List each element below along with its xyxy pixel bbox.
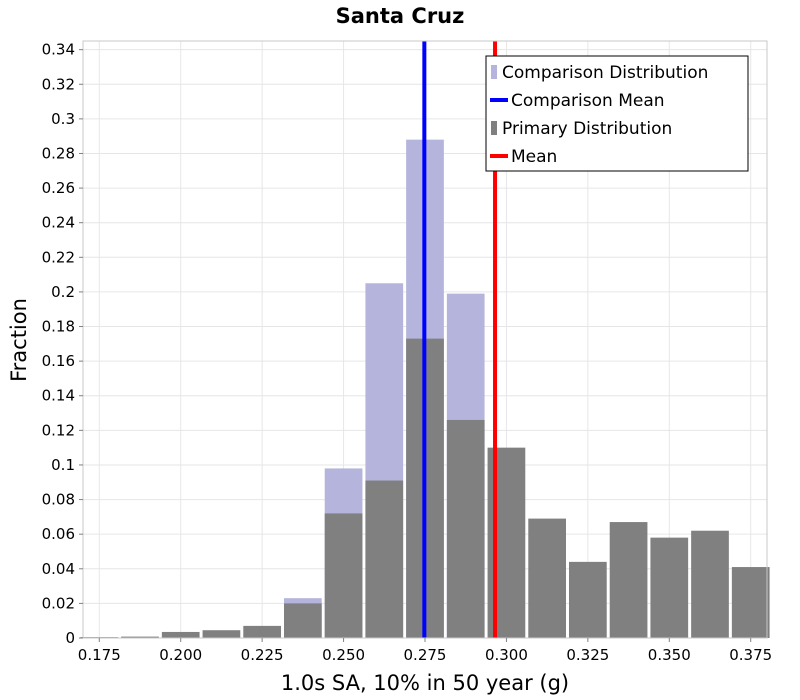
x-tick-label: 0.200 <box>159 646 202 664</box>
legend-swatch <box>491 65 497 79</box>
y-tick-label: 0.06 <box>42 525 75 543</box>
primary-bar <box>609 522 648 638</box>
primary-bar <box>650 537 689 638</box>
y-axis-ticks: 0 0.02 0.04 0.06 0.08 0.1 0.12 0.14 0.16 0.18 0.2 0… <box>42 41 83 647</box>
y-tick-label: 0.16 <box>42 352 75 370</box>
primary-bar <box>284 603 322 638</box>
primary-bar <box>691 530 729 638</box>
y-tick-label: 0.3 <box>51 110 75 128</box>
legend-label: Comparison Mean <box>511 91 665 111</box>
x-tick-label: 0.225 <box>241 646 284 664</box>
x-axis-label: 1.0s SA, 10% in 50 year (g) <box>281 671 569 695</box>
y-tick-label: 0.18 <box>42 318 75 336</box>
x-tick-label: 0.250 <box>322 646 365 664</box>
primary-bar <box>365 480 404 638</box>
y-tick-label: 0.22 <box>42 248 75 266</box>
legend-label: Primary Distribution <box>502 119 672 139</box>
primary-bar <box>324 513 363 638</box>
y-tick-label: 0.2 <box>51 283 75 301</box>
y-tick-label: 0.26 <box>42 179 75 197</box>
primary-bar <box>243 625 281 638</box>
x-axis-ticks: 0.175 0.200 0.225 0.250 0.275 0.300 0.325 0.350… <box>78 638 772 664</box>
legend-box <box>485 55 749 172</box>
y-tick-label: 0.12 <box>42 421 75 439</box>
primary-bar <box>202 630 241 638</box>
y-tick-label: 0.28 <box>42 144 75 162</box>
y-tick-label: 0.14 <box>42 387 75 405</box>
primary-bar <box>121 636 159 638</box>
y-tick-label: 0.32 <box>42 75 75 93</box>
x-tick-label: 0.300 <box>485 646 528 664</box>
y-tick-label: 0.1 <box>51 456 75 474</box>
y-axis-label: Fraction <box>7 298 31 382</box>
primary-bar <box>161 631 200 638</box>
x-tick-label: 0.350 <box>648 646 691 664</box>
chart-title: Santa Cruz <box>336 4 465 28</box>
x-tick-label: 0.325 <box>566 646 609 664</box>
x-tick-label: 0.275 <box>404 646 447 664</box>
legend-label: Mean <box>511 147 557 167</box>
x-tick-label: 0.175 <box>78 646 121 664</box>
y-tick-label: 0 <box>65 629 75 647</box>
primary-bar <box>569 561 607 638</box>
legend: Comparison Distribution Comparison Mean Pr… <box>485 55 749 172</box>
y-tick-label: 0.08 <box>42 491 75 509</box>
x-tick-label: 0.375 <box>729 646 772 664</box>
primary-bar <box>446 419 485 638</box>
legend-label: Comparison Distribution <box>502 63 708 83</box>
y-tick-label: 0.04 <box>42 560 75 578</box>
primary-bar <box>731 567 770 638</box>
y-tick-label: 0.34 <box>42 41 75 59</box>
y-tick-label: 0.24 <box>42 214 75 232</box>
legend-swatch <box>491 121 497 135</box>
primary-bar <box>528 518 566 638</box>
y-tick-label: 0.02 <box>42 594 75 612</box>
